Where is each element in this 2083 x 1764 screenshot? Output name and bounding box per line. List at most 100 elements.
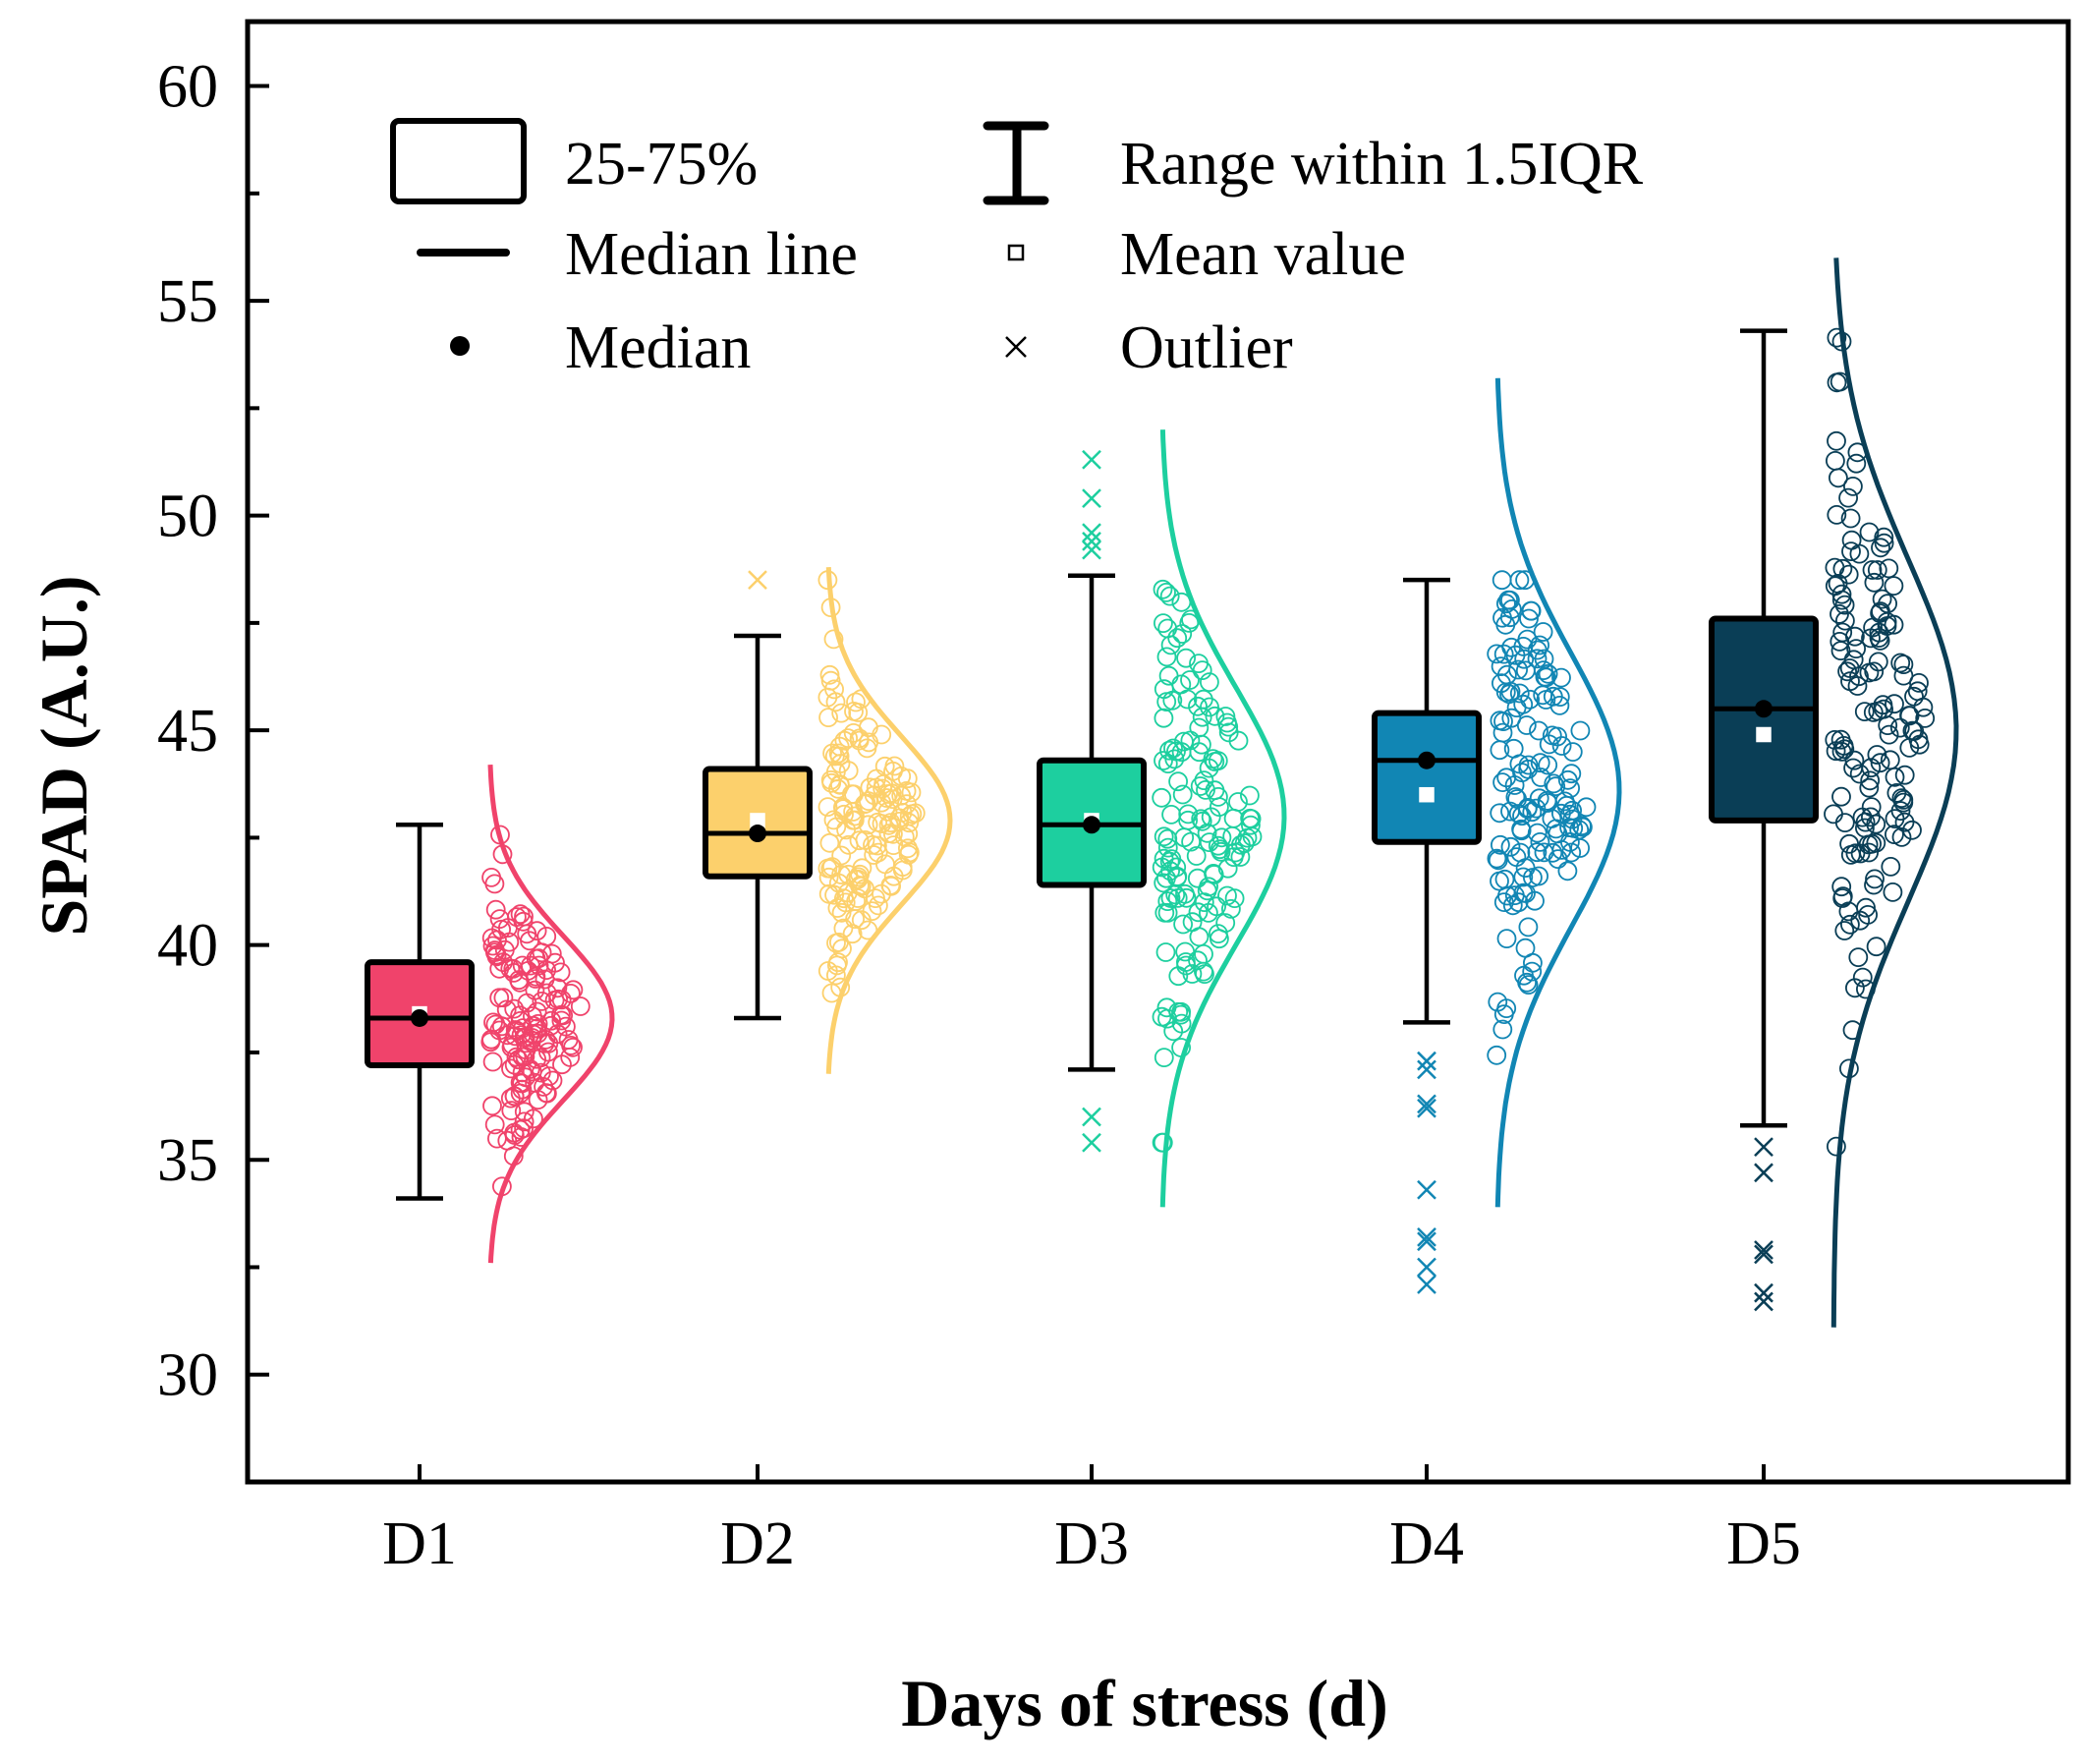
data-point bbox=[1899, 706, 1920, 726]
data-point bbox=[1174, 731, 1194, 752]
data-point bbox=[1527, 842, 1548, 863]
data-point bbox=[1515, 660, 1536, 681]
data-point bbox=[1193, 689, 1213, 710]
data-point bbox=[1176, 952, 1196, 972]
data-point bbox=[504, 1125, 525, 1145]
data-point bbox=[544, 990, 565, 1010]
data-point bbox=[1487, 644, 1507, 664]
data-point bbox=[1205, 706, 1225, 726]
data-point bbox=[1491, 834, 1510, 855]
data-point bbox=[1843, 476, 1863, 496]
data-point bbox=[1548, 849, 1568, 869]
data-point bbox=[506, 1047, 527, 1067]
data-point bbox=[483, 1012, 503, 1033]
data-point bbox=[1230, 847, 1251, 867]
data-point bbox=[1492, 772, 1512, 792]
data-point bbox=[550, 962, 571, 983]
data-point bbox=[1504, 775, 1525, 795]
data-point bbox=[876, 788, 897, 808]
data-point bbox=[1542, 725, 1562, 746]
data-point bbox=[1840, 508, 1861, 529]
outlier bbox=[1754, 1291, 1773, 1312]
legend: 25-75% Range within 1.5IQR Median line M… bbox=[390, 118, 1644, 381]
data-point bbox=[858, 920, 878, 940]
data-point bbox=[1166, 741, 1186, 762]
data-point bbox=[1867, 560, 1887, 580]
data-point bbox=[1893, 654, 1914, 674]
data-point bbox=[1846, 639, 1866, 658]
data-point bbox=[504, 998, 525, 1019]
data-point bbox=[1161, 805, 1181, 825]
data-point bbox=[1487, 848, 1507, 869]
data-point bbox=[864, 845, 884, 865]
data-point bbox=[1840, 914, 1860, 935]
data-point bbox=[1861, 807, 1881, 827]
data-point bbox=[1827, 1136, 1846, 1157]
data-point bbox=[1182, 964, 1203, 984]
outlier bbox=[1082, 523, 1101, 542]
data-point bbox=[482, 1096, 502, 1116]
data-point bbox=[1562, 800, 1582, 821]
data-point bbox=[825, 692, 846, 712]
data-point bbox=[1171, 674, 1192, 695]
data-point bbox=[1492, 570, 1512, 591]
data-point bbox=[1189, 927, 1210, 947]
data-point bbox=[1159, 586, 1180, 606]
data-point bbox=[1835, 610, 1855, 631]
data-point bbox=[1518, 759, 1539, 779]
data-point bbox=[818, 883, 839, 904]
data-point bbox=[860, 777, 880, 798]
data-point bbox=[1241, 809, 1262, 829]
data-point bbox=[1874, 527, 1894, 547]
data-point bbox=[1891, 827, 1912, 847]
data-point bbox=[1847, 442, 1868, 463]
data-point bbox=[500, 958, 521, 979]
data-point bbox=[1576, 797, 1597, 818]
data-point bbox=[873, 778, 893, 799]
distribution-curve bbox=[1830, 257, 1959, 1328]
data-point bbox=[1171, 1038, 1191, 1057]
outlier bbox=[1417, 1098, 1436, 1118]
data-point bbox=[1544, 773, 1564, 794]
data-point bbox=[1529, 720, 1548, 741]
data-point bbox=[1530, 753, 1550, 773]
legend-whisker-symbol bbox=[983, 121, 1049, 205]
data-point bbox=[1551, 736, 1572, 756]
data-point bbox=[1154, 613, 1173, 633]
data-point bbox=[1864, 661, 1885, 682]
data-point bbox=[1837, 661, 1857, 682]
data-point bbox=[484, 1114, 505, 1135]
data-point bbox=[878, 824, 899, 843]
legend-box-symbol bbox=[390, 118, 527, 204]
mean-marker bbox=[1419, 786, 1435, 803]
data-point bbox=[1513, 694, 1534, 714]
outlier bbox=[1754, 1282, 1773, 1303]
data-point bbox=[1827, 505, 1847, 525]
data-point bbox=[882, 789, 903, 809]
data-point bbox=[1546, 776, 1566, 797]
data-point bbox=[510, 1072, 531, 1093]
data-point bbox=[902, 804, 923, 825]
data-point bbox=[1157, 837, 1178, 858]
data-point bbox=[1500, 836, 1521, 857]
data-point bbox=[877, 802, 898, 822]
outlier bbox=[1082, 1132, 1101, 1153]
data-point bbox=[1167, 867, 1188, 886]
data-point bbox=[1856, 897, 1876, 918]
data-point bbox=[501, 1101, 522, 1120]
data-point bbox=[1889, 717, 1910, 738]
data-point bbox=[1838, 487, 1858, 508]
x-tick-label: D5 bbox=[1726, 1510, 1801, 1577]
outlier bbox=[1417, 1179, 1436, 1200]
data-point bbox=[1224, 888, 1245, 908]
data-point bbox=[500, 1088, 521, 1109]
y-tick-label: 40 bbox=[157, 913, 218, 980]
data-point bbox=[1175, 941, 1196, 962]
data-point bbox=[1543, 842, 1563, 863]
data-point bbox=[1871, 538, 1890, 558]
data-point bbox=[1190, 776, 1210, 796]
data-point bbox=[1188, 696, 1208, 716]
data-point bbox=[1171, 592, 1192, 612]
data-point bbox=[1157, 891, 1178, 911]
data-point bbox=[831, 865, 851, 884]
